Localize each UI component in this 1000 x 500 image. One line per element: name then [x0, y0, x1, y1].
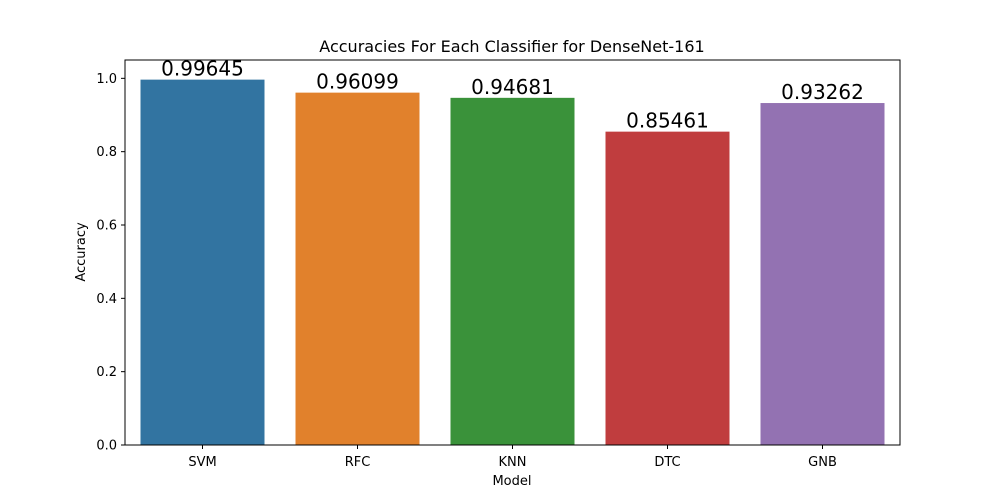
bar-rfc: [295, 92, 420, 446]
x-tick-label-dtc: DTC: [654, 455, 680, 470]
x-axis-label: Model: [492, 474, 531, 489]
bar-knn: [450, 97, 575, 445]
y-tick-label: 0.6: [96, 219, 117, 234]
bar-svm: [140, 79, 265, 445]
data-label-rfc: 0.96099: [316, 70, 399, 94]
y-tick-label: 0.8: [96, 145, 117, 160]
chart-title: Accuracies For Each Classifier for Dense…: [319, 37, 704, 56]
y-tick-label: 1.0: [96, 72, 117, 87]
bars-group: [140, 79, 885, 446]
data-label-gnb: 0.93262: [781, 80, 864, 104]
bar-dtc: [605, 131, 730, 445]
y-axis-ticks: 0.0 0.2 0.4 0.6 0.8 1.0: [96, 72, 125, 454]
data-label-svm: 0.99645: [161, 57, 244, 81]
x-tick-label-knn: KNN: [499, 455, 527, 470]
x-axis-ticks: SVM RFC KNN DTC GNB: [188, 445, 837, 470]
x-tick-label-gnb: GNB: [808, 455, 837, 470]
y-tick-label: 0.4: [96, 292, 117, 307]
y-tick-label: 0.0: [96, 439, 117, 454]
data-label-knn: 0.94681: [471, 75, 554, 99]
y-tick-label: 0.2: [96, 365, 117, 380]
x-tick-label-rfc: RFC: [345, 455, 371, 470]
data-label-dtc: 0.85461: [626, 109, 709, 133]
plot-area-frame: [124, 59, 901, 446]
data-labels-group: 0.99645 0.96099 0.94681 0.85461 0.93262: [161, 57, 864, 133]
bar-gnb: [760, 103, 885, 445]
y-axis-label: Accuracy: [74, 222, 89, 282]
x-tick-label-svm: SVM: [188, 455, 216, 470]
